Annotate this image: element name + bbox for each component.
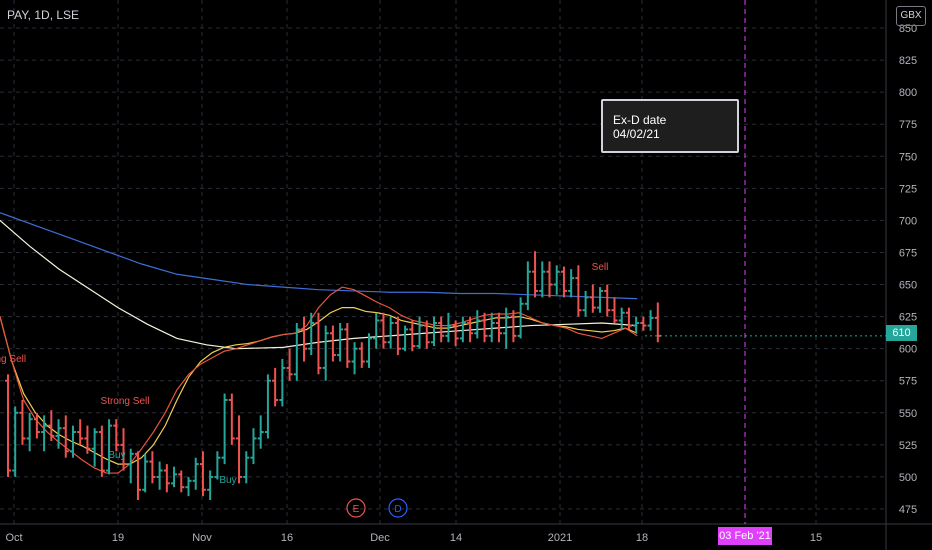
event-marker-e[interactable] (346, 498, 366, 518)
price-tick-label: 800 (899, 87, 917, 99)
time-tick-label: 2021 (548, 532, 572, 544)
price-tick-label: 750 (899, 151, 917, 163)
last-price-label: 610 (886, 325, 917, 341)
time-tick-label: 14 (450, 532, 462, 544)
price-tick-label: 650 (899, 280, 917, 292)
moving-average-20 (0, 286, 638, 474)
time-tick-label: 16 (281, 532, 293, 544)
time-tick-label: 15 (810, 532, 822, 544)
currency-button[interactable]: GBX (896, 6, 926, 26)
price-tick-label: 700 (899, 215, 917, 227)
event-marker-label: D (394, 504, 401, 515)
event-marker-label: E (353, 504, 360, 515)
price-tick-label: 675 (899, 247, 917, 259)
moving-average-200 (0, 212, 638, 300)
event-marker-d[interactable] (388, 498, 408, 518)
signal-label-buy: Buy (219, 475, 236, 486)
time-tick-label: 19 (112, 532, 124, 544)
price-tick-label: 625 (899, 312, 917, 324)
tooltip-date: 04/02/21 (613, 127, 660, 141)
time-tick-label: 18 (636, 532, 648, 544)
tooltip-title: Ex-D date (613, 113, 667, 127)
symbol-title[interactable]: PAY, 1D, LSE (7, 8, 80, 22)
ex-dividend-tooltip: Ex-D date 04/02/21 (601, 99, 739, 153)
moving-average-100 (0, 219, 638, 350)
price-tick-label: 775 (899, 119, 917, 131)
price-tick-label: 600 (899, 344, 917, 356)
time-tick-label: Nov (192, 532, 212, 544)
price-tick-label: 575 (899, 376, 917, 388)
signal-label-sell: Sell (592, 262, 609, 273)
price-tick-label: 475 (899, 504, 917, 516)
signal-label-sell: ong Sell (0, 354, 26, 365)
price-tick-label: 500 (899, 472, 917, 484)
signal-label-buy: Buy (108, 450, 125, 461)
signal-label-sell: Strong Sell (101, 396, 150, 407)
time-tick-label: Dec (370, 532, 390, 544)
price-tick-label: 550 (899, 408, 917, 420)
ex-dividend-date-flag: 03 Feb '21 (718, 527, 772, 545)
price-tick-label: 850 (899, 23, 917, 35)
time-tick-label: Oct (5, 532, 22, 544)
price-tick-label: 825 (899, 55, 917, 67)
price-tick-label: 725 (899, 183, 917, 195)
price-tick-label: 525 (899, 440, 917, 452)
